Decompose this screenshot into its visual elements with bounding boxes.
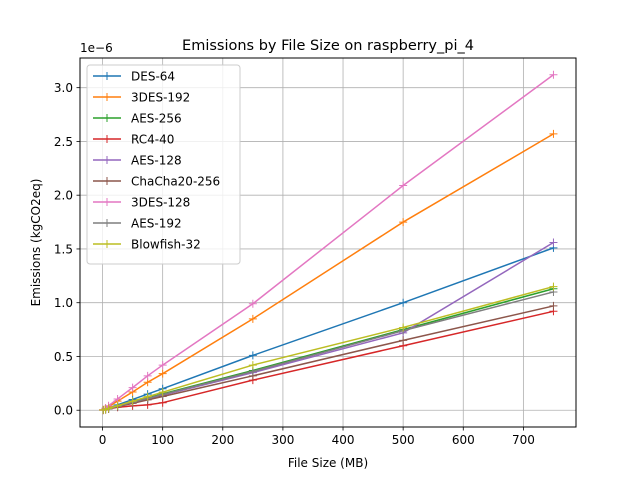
y-tick-label: 1.0 bbox=[54, 296, 73, 310]
legend-item: AES-192 bbox=[93, 217, 182, 231]
legend-marker bbox=[103, 219, 111, 227]
legend-label: 3DES-128 bbox=[131, 196, 190, 210]
data-point-marker bbox=[549, 238, 558, 247]
x-tick-label: 400 bbox=[332, 433, 355, 447]
series-line bbox=[102, 74, 554, 411]
x-tick-label: 700 bbox=[512, 433, 535, 447]
legend-label: AES-256 bbox=[131, 112, 182, 126]
x-tick-label: 500 bbox=[392, 433, 415, 447]
data-point-marker bbox=[248, 314, 257, 323]
data-point-marker bbox=[399, 336, 408, 345]
legend-label: DES-64 bbox=[131, 70, 175, 84]
plot-frame bbox=[79, 57, 577, 428]
x-tick-label: 0 bbox=[99, 433, 107, 447]
legend-item: 3DES-128 bbox=[93, 196, 190, 210]
data-point-marker bbox=[158, 361, 167, 370]
x-axis-ticks: 0 100 200 300 400 500 600 700 bbox=[99, 427, 535, 447]
y-axis-label: Emissions (kgCO2eq) bbox=[29, 179, 43, 307]
data-point-marker bbox=[549, 301, 558, 310]
y-tick-label: 0.0 bbox=[54, 404, 73, 418]
legend-marker bbox=[103, 156, 111, 164]
y-axis-ticks: 0.0 0.5 1.0 1.5 2.0 2.5 3.0 bbox=[54, 81, 80, 418]
data-point-marker bbox=[113, 394, 122, 403]
data-point-marker bbox=[158, 369, 167, 378]
y-tick-label: 1.5 bbox=[54, 242, 73, 256]
data-point-marker bbox=[104, 404, 113, 413]
legend-label: Blowfish-32 bbox=[131, 238, 201, 252]
data-point-marker bbox=[143, 371, 152, 380]
legend-item: ChaCha20-256 bbox=[93, 175, 220, 189]
legend-marker bbox=[103, 72, 111, 80]
legend-box bbox=[86, 64, 241, 265]
legend-label: AES-192 bbox=[131, 217, 182, 231]
data-point-marker bbox=[128, 397, 137, 406]
legend-marker bbox=[103, 177, 111, 185]
data-point-marker bbox=[549, 129, 558, 138]
legend-item: DES-64 bbox=[93, 70, 175, 84]
x-tick-label: 600 bbox=[452, 433, 475, 447]
x-axis-label: File Size (MB) bbox=[288, 456, 368, 470]
legend-label: RC4-40 bbox=[131, 133, 174, 147]
data-point-marker bbox=[248, 299, 257, 308]
y-axis-offset-label: 1e−6 bbox=[80, 41, 113, 55]
series-lines bbox=[99, 70, 558, 415]
y-tick-label: 2.0 bbox=[54, 189, 73, 203]
legend-marker bbox=[103, 198, 111, 206]
legend-label: AES-128 bbox=[131, 154, 182, 168]
data-point-marker bbox=[399, 181, 408, 190]
legend-item: Blowfish-32 bbox=[93, 238, 201, 252]
data-point-marker bbox=[248, 361, 257, 370]
legend-marker bbox=[103, 240, 111, 248]
data-point-marker bbox=[113, 401, 122, 410]
data-point-marker bbox=[158, 388, 167, 397]
series-Blowfish-32 bbox=[99, 282, 558, 415]
legend-label: ChaCha20-256 bbox=[131, 175, 220, 189]
legend-item: 3DES-192 bbox=[93, 91, 190, 105]
data-point-marker bbox=[399, 323, 408, 332]
data-point-marker bbox=[399, 298, 408, 307]
chart-title: Emissions by File Size on raspberry_pi_4 bbox=[182, 38, 474, 54]
data-point-marker bbox=[399, 218, 408, 227]
y-tick-label: 0.5 bbox=[54, 350, 73, 364]
legend-label: 3DES-192 bbox=[131, 91, 190, 105]
legend-marker bbox=[103, 93, 111, 101]
data-point-marker bbox=[143, 392, 152, 401]
legend: DES-64 3DES-192 AES-256 RC4-40 AES-128 ChaCha… bbox=[86, 64, 241, 265]
data-point-marker bbox=[248, 351, 257, 360]
data-point-marker bbox=[549, 70, 558, 79]
y-tick-label: 3.0 bbox=[54, 81, 73, 95]
legend-item: AES-128 bbox=[93, 154, 182, 168]
legend-item: RC4-40 bbox=[93, 133, 174, 147]
y-tick-label: 2.5 bbox=[54, 135, 73, 149]
x-tick-label: 100 bbox=[151, 433, 174, 447]
legend-marker bbox=[103, 114, 111, 122]
data-point-marker bbox=[128, 383, 137, 392]
legend-item: AES-256 bbox=[93, 112, 182, 126]
x-tick-label: 300 bbox=[271, 433, 294, 447]
legend-marker bbox=[103, 135, 111, 143]
data-point-marker bbox=[549, 282, 558, 291]
x-tick-label: 200 bbox=[211, 433, 234, 447]
